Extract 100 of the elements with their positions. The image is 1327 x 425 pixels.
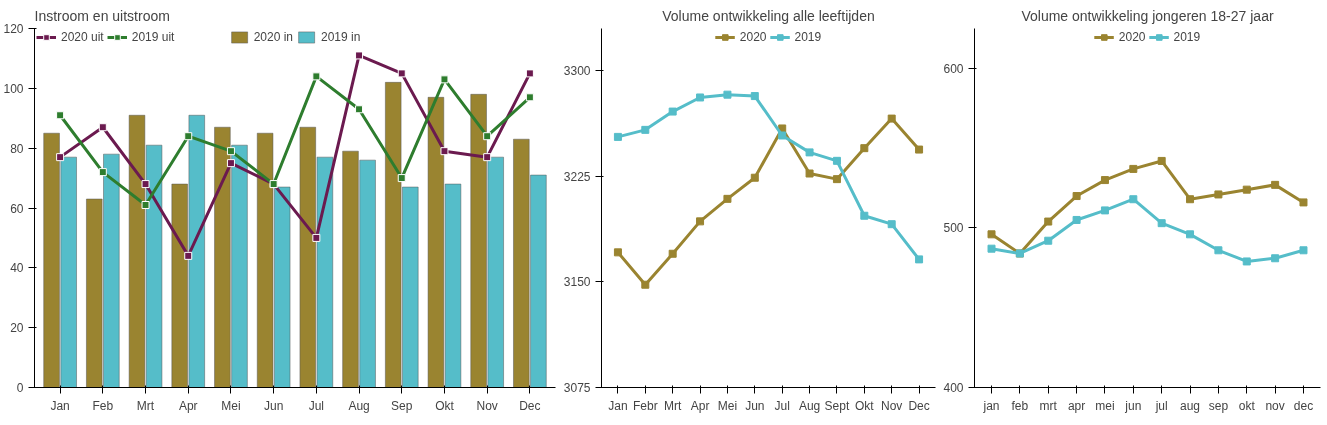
y-tick-label: 40 [10,261,24,276]
point [668,249,677,258]
point [613,132,622,141]
point [141,180,150,189]
x-tick-label: jul [1154,398,1168,413]
legend-label: 2019 in [321,30,361,44]
y-tick-label: 600 [943,61,964,76]
legend-label: 2019 [794,30,822,44]
point [1271,180,1280,189]
point [641,280,650,289]
x-tick-label: mei [1095,398,1115,413]
x-tick-label: Febr [632,398,658,413]
point [1214,246,1223,255]
chart-title: Instroom en uitstroom [34,7,170,24]
point [56,153,65,162]
point [525,69,534,78]
x-tick-label: Dec [519,398,541,413]
chart-title: Volume ontwikkeling jongeren 18-27 jaar [1021,7,1274,24]
point [1129,164,1138,173]
y-tick-label: 500 [943,221,964,236]
y-tick-label: 120 [3,22,24,36]
y-tick-label: 3225 [563,169,591,184]
point [184,132,193,141]
x-tick-label: Jun [745,398,765,413]
point [1299,198,1308,207]
point [397,69,406,78]
point [483,153,492,162]
x-tick-label: Jan [50,398,70,413]
x-tick-label: Aug [348,398,370,413]
point [98,123,107,132]
point [98,168,107,177]
x-tick-label: Jul [308,398,325,413]
point [1242,257,1251,266]
x-tick-label: Dec [908,398,930,413]
x-tick-label: feb [1011,398,1029,413]
point [1157,156,1166,165]
x-tick-label: Feb [92,398,114,413]
legend-label: 2020 uit [61,30,104,44]
point [226,147,235,156]
point [1044,236,1053,245]
point [1186,230,1195,239]
point [805,148,814,157]
point [778,131,787,140]
point [915,255,924,264]
point [641,125,650,134]
y-tick-label: 60 [10,201,24,216]
point [832,156,841,165]
y-tick-label: 0 [16,381,24,395]
point [832,175,841,184]
legend-label: 2020 in [253,30,293,44]
x-tick-label: Okt [435,398,455,413]
point [525,93,534,102]
point [805,169,814,178]
point [750,92,759,101]
x-tick-label: Mrt [136,398,155,413]
point [1271,254,1280,263]
point [1072,215,1081,224]
x-tick-label: Sept [824,398,850,413]
x-tick-label: Jul [774,398,790,413]
y-tick-label: 100 [3,81,24,96]
legend-label: 2020 [739,30,767,44]
point [915,145,924,154]
point [56,111,65,120]
point [696,217,705,226]
x-tick-label: aug [1180,398,1201,413]
point [226,159,235,168]
point [1129,195,1138,204]
point [887,220,896,229]
point [696,93,705,102]
legend-label: 2020 [1118,30,1146,44]
point [440,147,449,156]
x-tick-label: Apr [178,398,198,413]
point [440,75,449,84]
x-tick-label: Jan [608,398,628,413]
point [1186,195,1195,204]
y-tick-label: 80 [10,141,24,156]
point [184,251,193,260]
point [312,72,321,81]
point [1299,246,1308,255]
x-tick-label: sep [1208,398,1229,413]
x-tick-label: dec [1293,398,1314,413]
y-tick-label: 400 [943,381,964,395]
x-tick-label: Sep [391,398,413,413]
point [887,114,896,123]
point [1214,190,1223,199]
x-tick-label: jun [1124,398,1142,413]
point [1157,219,1166,228]
x-tick-label: Jun [263,398,284,413]
x-tick-label: Mei [221,398,241,413]
point [987,244,996,253]
point [1100,176,1109,185]
x-tick-label: Mei [717,398,738,413]
point [141,201,150,210]
point [1242,185,1251,194]
legend-label: 2019 uit [131,30,175,44]
x-tick-label: Mrt [664,398,683,413]
point [723,90,732,99]
point [397,174,406,183]
point [355,105,364,114]
point [355,51,364,60]
